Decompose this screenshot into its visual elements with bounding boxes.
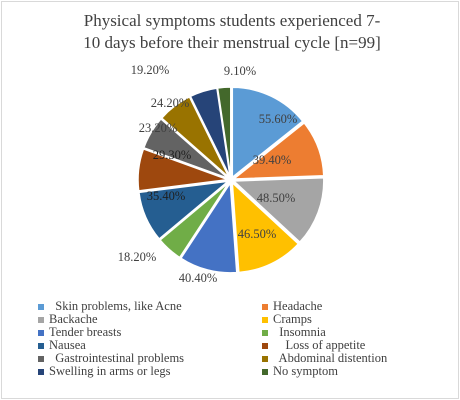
legend-label-1: Skin problems, like Acne: [49, 299, 182, 313]
legend-label-11: Swelling in arms or legs: [49, 364, 171, 378]
pie-slice-10: [160, 95, 230, 179]
chart-legend: Skin problems, like Acne Headache Backache…: [0, 300, 460, 396]
data-label-10: 24.20%: [151, 96, 190, 110]
legend-swatch-3: [38, 317, 44, 323]
data-label-3: 48.50%: [257, 191, 296, 205]
legend-swatch-12: [262, 369, 268, 375]
legend-swatch-9: [38, 356, 44, 362]
data-label-5: 40.40%: [179, 271, 218, 285]
pie-slice-5: [179, 180, 238, 274]
pie-slice-3: [231, 176, 325, 244]
pie-slice-4: [231, 180, 300, 274]
chart-title-line-1: Physical symptoms students experienced 7…: [83, 11, 381, 30]
chart-title: Physical symptoms students experienced 7…: [22, 10, 442, 54]
legend-label-8: Loss of appetite: [273, 338, 366, 352]
chart-title-line-2: 10 days before their menstrual cycle [n=…: [83, 33, 381, 52]
legend-label-12: No symptom: [273, 364, 338, 378]
pie-slice-12: [216, 86, 232, 178]
legend-label-2: Headache: [273, 299, 323, 313]
data-label-9: 23.20%: [139, 121, 178, 135]
pie-slice-6: [158, 181, 230, 259]
legend-swatch-2: [262, 304, 268, 310]
legend-swatch-1: [38, 304, 44, 310]
legend-label-4: Cramps: [273, 312, 312, 326]
data-label-6: 18.20%: [118, 250, 157, 264]
legend-label-9: Gastrointestinal problems: [49, 351, 185, 365]
legend-label-10: Abdominal distention: [273, 351, 388, 365]
data-label-2: 39.40%: [253, 153, 292, 167]
pie-slice-9: [142, 117, 229, 180]
legend-label-6: Insomnia: [273, 325, 326, 339]
pie-slice-1: [231, 86, 304, 179]
data-label-12: 9.10%: [224, 64, 256, 78]
pie-slice-2: [231, 121, 325, 180]
legend-swatch-5: [38, 330, 44, 336]
data-label-4: 46.50%: [238, 227, 277, 241]
data-label-11: 19.20%: [131, 63, 170, 77]
legend-swatch-8: [262, 343, 268, 349]
data-label-7: 35.40%: [147, 189, 186, 203]
data-label-8: 29.30%: [153, 148, 192, 162]
legend-label-7: Nausea: [49, 338, 86, 352]
legend-label-3: Backache: [49, 312, 98, 326]
pie-chart: 55.60% 39.40% 48.50% 46.50% 40.40% 18.20% 35.4…: [118, 63, 325, 285]
legend-label-5: Tender breasts: [49, 325, 122, 339]
legend-swatch-6: [262, 330, 268, 336]
pie-slice-7: [138, 180, 231, 241]
legend-swatch-11: [38, 369, 44, 375]
pie-slice-8: [137, 148, 229, 192]
data-label-1: 55.60%: [259, 112, 298, 126]
legend-swatch-7: [38, 343, 44, 349]
legend-swatch-4: [262, 317, 268, 323]
legend-swatch-10: [262, 356, 268, 362]
